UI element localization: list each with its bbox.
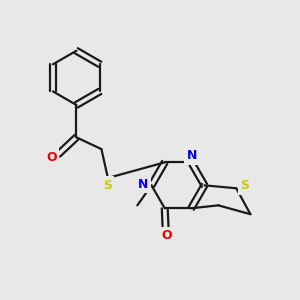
Text: O: O — [161, 230, 172, 242]
Text: N: N — [187, 149, 197, 162]
Text: S: S — [103, 178, 112, 191]
Text: S: S — [241, 179, 250, 192]
Text: N: N — [138, 178, 148, 191]
Text: O: O — [46, 151, 57, 164]
